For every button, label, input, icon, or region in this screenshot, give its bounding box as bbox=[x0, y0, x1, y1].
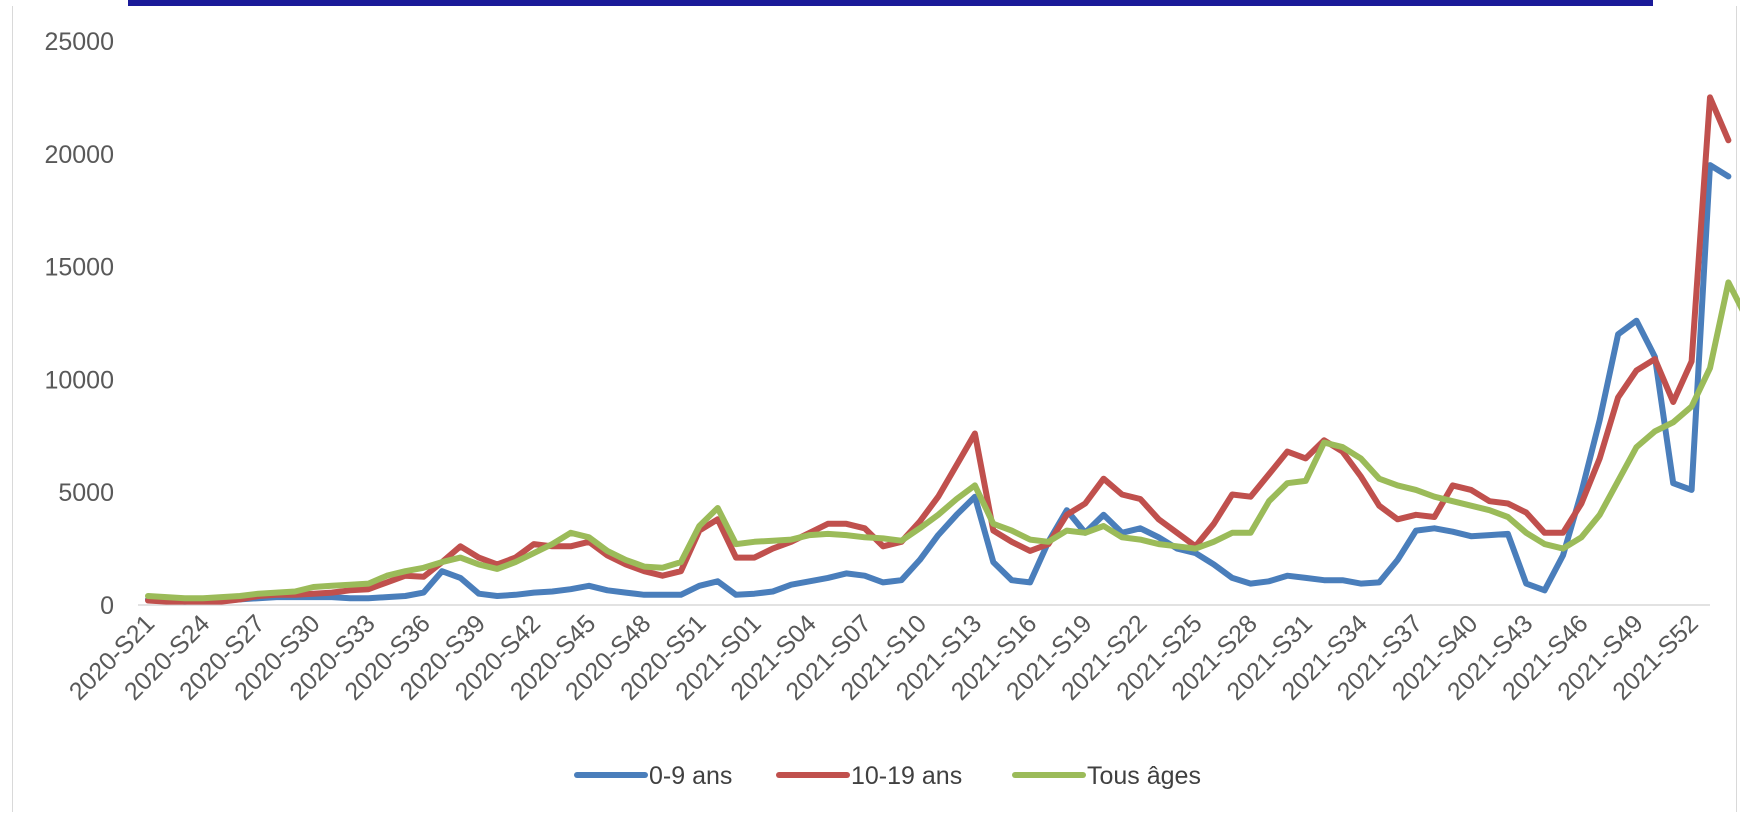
series-line-1 bbox=[145, 162, 1732, 605]
y-tick-label: 20000 bbox=[44, 141, 114, 169]
legend: 0-9 ans 10-19 ans Tous âges bbox=[574, 762, 1201, 790]
y-tick-label: 5000 bbox=[58, 479, 114, 507]
y-tick-label: 0 bbox=[100, 592, 114, 620]
y-tick-label: 25000 bbox=[44, 28, 114, 56]
series-lines bbox=[145, 94, 1740, 605]
y-tick-label: 15000 bbox=[44, 254, 114, 282]
y-tick-label: 10000 bbox=[44, 366, 114, 394]
x-axis-ticks: 2020-S212020-S242020-S272020-S302020-S33… bbox=[64, 609, 1704, 706]
legend-label: Tous âges bbox=[1087, 762, 1201, 790]
series-line-3 bbox=[145, 279, 1740, 602]
legend-label: 0-9 ans bbox=[649, 762, 732, 790]
legend-label: 10-19 ans bbox=[851, 762, 962, 790]
series-line-2 bbox=[145, 94, 1732, 605]
chart-frame bbox=[12, 6, 1737, 812]
top-banner-bar bbox=[128, 0, 1653, 6]
y-axis-ticks: 0 5000 10000 15000 20000 25000 bbox=[44, 28, 114, 620]
